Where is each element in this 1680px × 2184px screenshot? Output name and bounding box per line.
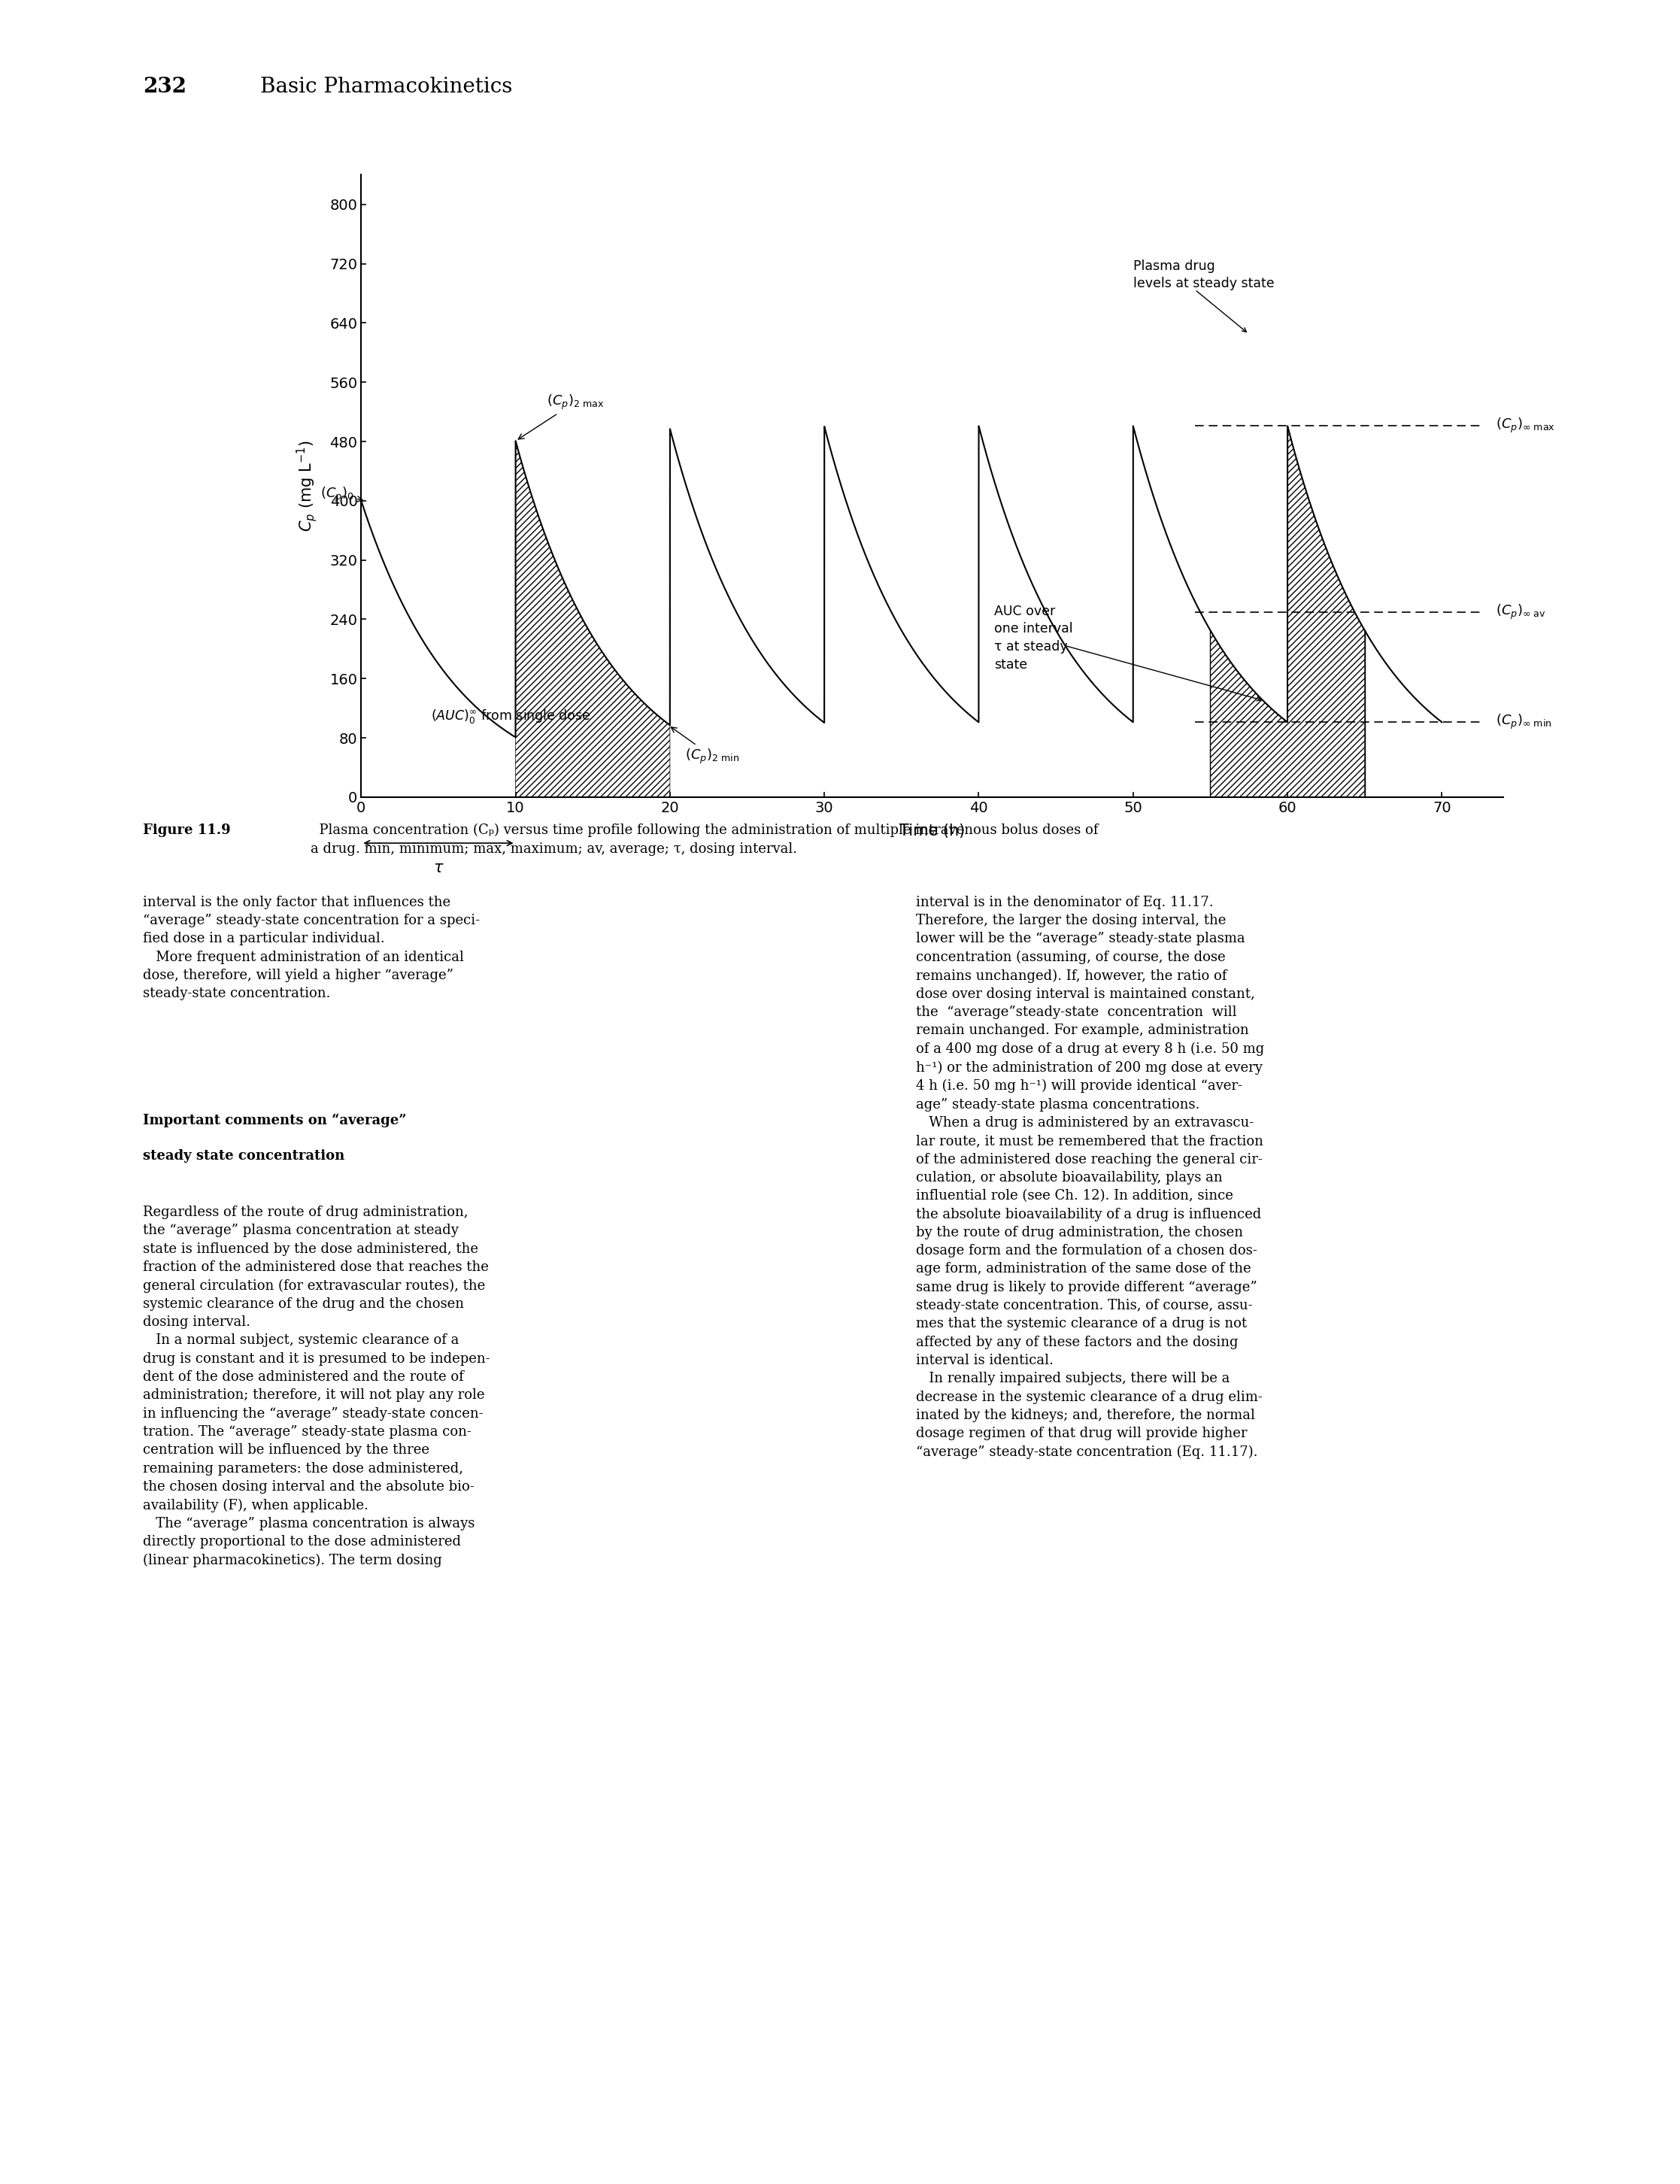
- Text: $(C_p)_{2\ \mathrm{max}}$: $(C_p)_{2\ \mathrm{max}}$: [519, 393, 603, 439]
- Text: $(C_p)_0$: $(C_p)_0$: [319, 485, 363, 505]
- Text: Plasma drug
levels at steady state: Plasma drug levels at steady state: [1132, 260, 1273, 290]
- Text: $(C_p)_{\infty\ \mathrm{av}}$: $(C_p)_{\infty\ \mathrm{av}}$: [1495, 603, 1546, 620]
- Text: Figure 11.9: Figure 11.9: [143, 823, 230, 836]
- Text: 232: 232: [143, 76, 186, 96]
- Text: AUC over
one interval
τ at steady
state: AUC over one interval τ at steady state: [995, 605, 1074, 670]
- Text: steady state concentration: steady state concentration: [143, 1149, 344, 1162]
- Text: Plasma concentration (Cₚ) versus time profile following the administration of mu: Plasma concentration (Cₚ) versus time pr…: [311, 823, 1099, 856]
- Text: $(AUC)^{\infty}_{0}$ from single dose: $(AUC)^{\infty}_{0}$ from single dose: [430, 708, 590, 725]
- Text: Basic Pharmacokinetics: Basic Pharmacokinetics: [260, 76, 512, 96]
- Text: $(C_p)_{\infty\ \mathrm{max}}$: $(C_p)_{\infty\ \mathrm{max}}$: [1495, 417, 1556, 435]
- Text: $\tau$: $\tau$: [433, 860, 444, 876]
- Text: interval is in the denominator of Eq. 11.17.
Therefore, the larger the dosing in: interval is in the denominator of Eq. 11…: [916, 895, 1263, 1459]
- Text: interval is the only factor that influences the
“average” steady-state concentra: interval is the only factor that influen…: [143, 895, 480, 1000]
- Text: $(C_p)_{\infty\ \mathrm{min}}$: $(C_p)_{\infty\ \mathrm{min}}$: [1495, 714, 1552, 732]
- Text: $(C_p)_{2\ \mathrm{min}}$: $(C_p)_{2\ \mathrm{min}}$: [670, 727, 739, 767]
- X-axis label: Time (h): Time (h): [899, 823, 966, 839]
- Text: Important comments on “average”: Important comments on “average”: [143, 1114, 407, 1127]
- Text: Regardless of the route of drug administration,
the “average” plasma concentrati: Regardless of the route of drug administ…: [143, 1206, 491, 1568]
- Y-axis label: $C_p$ (mg L$^{-1}$): $C_p$ (mg L$^{-1}$): [296, 441, 319, 531]
